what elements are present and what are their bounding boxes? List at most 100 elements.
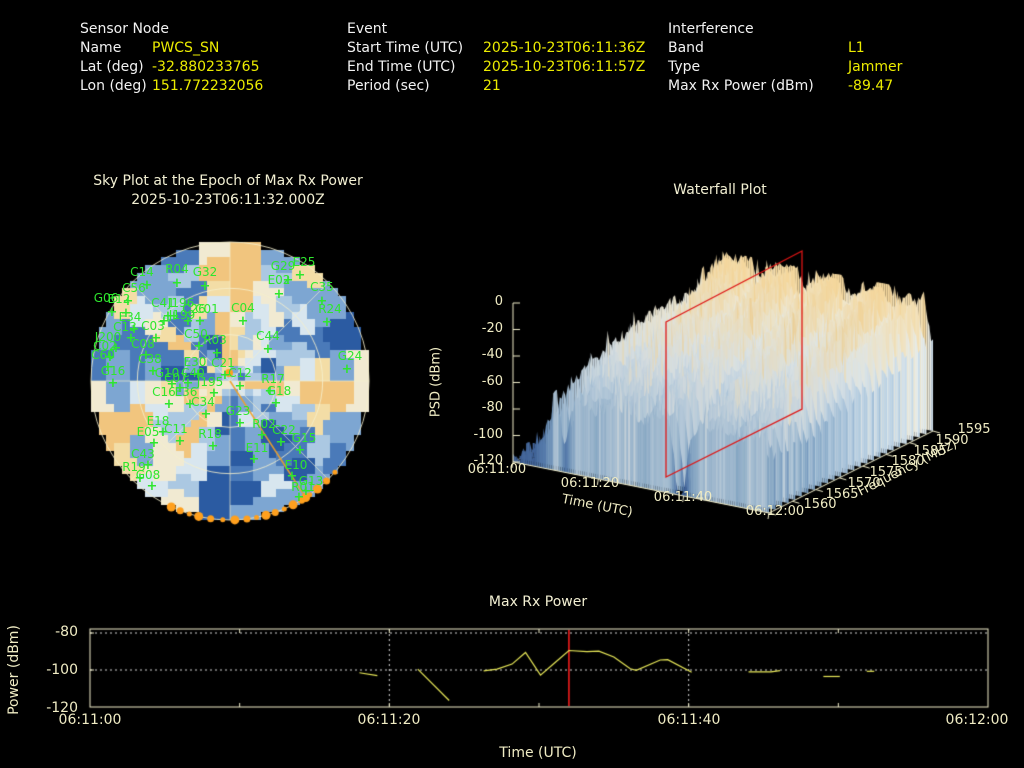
satellite-label-C50: C50: [184, 327, 208, 341]
sensor-lon-value: 151.772232056: [152, 78, 264, 94]
satellite-marker-C38: +: [147, 364, 159, 379]
satellite-marker-C34: +: [200, 407, 212, 422]
satellite-marker-E36: +: [184, 397, 196, 412]
satellite-label-E10: E10: [284, 458, 308, 472]
satellite-label-E34: E34: [118, 310, 142, 324]
satellite-label-G10: G10: [154, 366, 180, 380]
satellite-label-C07: C07: [164, 371, 188, 385]
satellite-label-C01: C01: [195, 302, 219, 316]
satellite-marker-C14: +: [141, 278, 153, 293]
satellite-marker-E11: +: [248, 452, 260, 467]
waterfall-freq-tick-4: 1580: [891, 454, 925, 469]
satellite-label-G18: G18: [266, 384, 292, 398]
sky-plot-title: Sky Plot at the Epoch of Max Rx Power: [93, 173, 363, 189]
satellite-marker-R24: +: [321, 315, 333, 330]
satellite-label-R01: R01: [291, 480, 315, 494]
satellite-label-C22: C22: [272, 423, 296, 437]
power-x-tick-1: 06:11:20: [357, 712, 421, 728]
satellite-marker-G08: +: [146, 479, 158, 494]
satellite-marker-C22: +: [275, 435, 287, 450]
satellite-label-G32: G32: [192, 265, 218, 279]
satellite-label-C60: C60: [91, 348, 115, 362]
satellite-marker-R04: +: [171, 276, 183, 291]
satellite-label-C08: C08: [131, 337, 155, 351]
waterfall-time-tick-0: 06:11:00: [467, 462, 527, 477]
sensor-name-value: PWCS_SN: [152, 40, 220, 56]
satellite-marker-G29: +: [282, 273, 294, 288]
satellite-label-C38: C38: [138, 352, 162, 366]
interference-band-label: Band: [668, 40, 704, 56]
satellite-marker-R17: +: [264, 384, 276, 399]
satellite-marker-R03: +: [211, 346, 223, 361]
interference-type-value: Jammer: [848, 59, 903, 75]
satellite-label-E36: E36: [174, 385, 198, 399]
power-y-axis-label: Power (dBm): [5, 625, 22, 715]
satellite-label-R18: R18: [198, 427, 222, 441]
power-y-tick--80: -80: [55, 624, 78, 640]
satellite-marker-J200: +: [110, 341, 122, 356]
waterfall-z-tick--100: -100: [473, 426, 503, 442]
satellite-marker-C02: +: [104, 350, 116, 365]
interference-band-value: L1: [848, 40, 865, 56]
event-period-label: Period (sec): [347, 78, 430, 94]
satellite-marker-C13: +: [125, 331, 137, 346]
satellite-label-G06: G06: [93, 291, 119, 305]
waterfall-freq-tick-0: 1560: [803, 497, 837, 512]
waterfall-freq-tick-7: 1595: [957, 422, 991, 437]
satellite-marker-E02: +: [273, 287, 285, 302]
waterfall-z-tick--40: -40: [481, 347, 503, 362]
waterfall-title: Waterfall Plot: [673, 182, 767, 198]
satellite-label-C26: C26: [182, 302, 206, 316]
waterfall-z-axis-label: PSD (dBm): [428, 346, 444, 418]
satellite-marker-C04: +: [237, 314, 249, 329]
satellite-label-G24: G24: [337, 349, 363, 363]
satellite-marker-C26: +: [182, 314, 194, 329]
satellite-label-C03: C03: [141, 319, 165, 333]
satellite-label-G29: G29: [270, 259, 296, 273]
interference-type-label: Type: [668, 59, 701, 75]
satellite-label-C34: C34: [191, 395, 215, 409]
power-y-tick--100: -100: [46, 662, 78, 678]
satellite-marker-E05: +: [148, 436, 160, 451]
satellite-label-C56: C56: [122, 281, 146, 295]
satellite-label-C14: C14: [130, 265, 154, 279]
satellite-label-C43: C43: [131, 447, 155, 461]
satellite-marker-G16: +: [107, 376, 119, 391]
satellite-marker-C50: +: [193, 339, 205, 354]
satellite-marker-C56: +: [122, 294, 134, 309]
satellite-marker-R19: +: [134, 471, 146, 486]
event-end-value: 2025-10-23T06:11:57Z: [483, 59, 646, 75]
power-x-axis-label: Time (UTC): [499, 745, 577, 761]
satellite-label-C41: C41: [151, 296, 175, 310]
satellite-marker-R01: +: [293, 490, 305, 505]
satellite-marker-E12: +: [120, 306, 132, 321]
sensor-node-title: Sensor Node: [80, 21, 169, 37]
satellite-marker-G32: +: [199, 279, 211, 294]
satellite-marker-R02: +: [256, 428, 268, 443]
satellite-label-C02: C02: [93, 339, 117, 353]
satellite-label-G15: G15: [291, 431, 317, 445]
satellite-marker-G23: +: [234, 416, 246, 431]
satellite-marker-C43: +: [142, 458, 154, 473]
satellite-label-G13: G13: [298, 474, 324, 488]
power-x-tick-3: 06:12:00: [945, 712, 1009, 728]
satellite-marker-J196: +: [168, 309, 180, 324]
waterfall-freq-tick-1: 1565: [825, 487, 859, 502]
sensor-lat-value: -32.880233765: [152, 59, 260, 75]
satellite-label-J195: J195: [196, 375, 224, 389]
sensor-lat-label: Lat (deg): [80, 59, 144, 75]
waterfall-z-tick--60: -60: [481, 373, 503, 389]
satellite-label-E02: E02: [267, 273, 291, 287]
satellite-label-C04: C04: [231, 301, 255, 315]
interference-power-value: -89.47: [848, 78, 894, 94]
satellite-marker-E25: +: [294, 268, 306, 283]
event-start-label: Start Time (UTC): [347, 40, 464, 56]
satellite-marker-C11: +: [174, 434, 186, 449]
satellite-marker-C35: +: [316, 294, 328, 309]
sky-plot-subtitle: 2025-10-23T06:11:32.000Z: [131, 192, 325, 208]
waterfall-freq-tick-3: 1575: [869, 465, 903, 480]
satellite-marker-C60: +: [102, 360, 114, 375]
satellite-marker-C40: +: [182, 376, 194, 391]
